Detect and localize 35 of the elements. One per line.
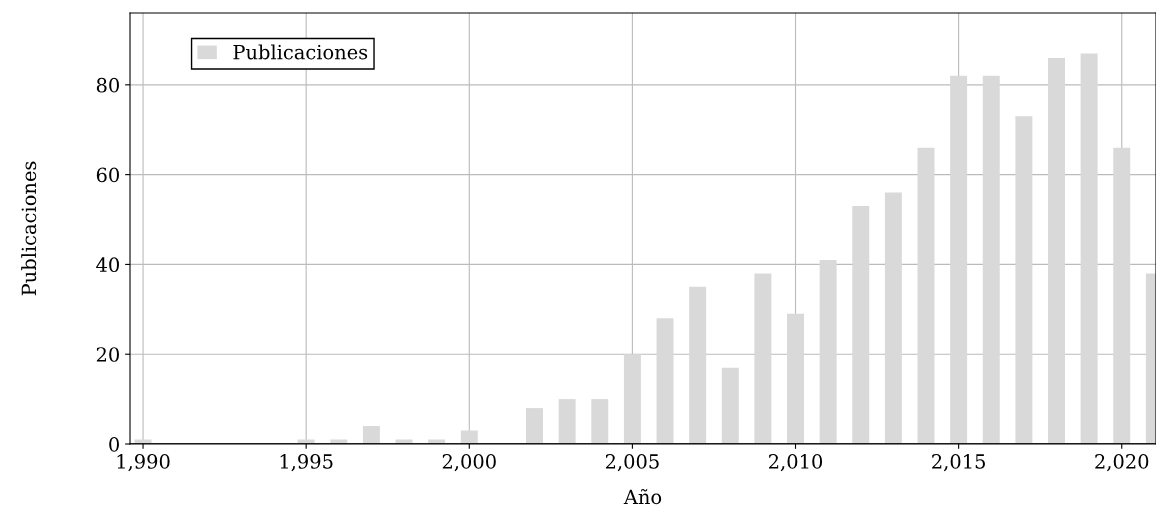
bar: [362, 426, 380, 444]
bar: [689, 286, 707, 444]
x-tick-label: 1,990: [117, 454, 170, 472]
bar: [1113, 147, 1131, 444]
bar: [721, 367, 739, 444]
bar: [787, 313, 804, 444]
bar: [852, 206, 870, 444]
x-axis-title: Año: [623, 488, 662, 505]
bar: [819, 259, 837, 444]
bar: [1080, 53, 1098, 444]
x-tick-label: 2,005: [605, 454, 659, 472]
bar: [591, 399, 609, 444]
y-tick-label: 60: [96, 167, 119, 183]
bar: [982, 75, 1000, 444]
y-tick-label: 0: [109, 436, 119, 452]
bar: [1048, 57, 1065, 444]
x-tick-label: 1,995: [280, 454, 333, 472]
y-axis-title: Publicaciones: [21, 161, 37, 296]
bar: [623, 354, 641, 444]
x-tick-label: 2,000: [442, 454, 496, 472]
y-tick-label: 80: [96, 77, 119, 93]
bar: [754, 273, 772, 444]
x-tick-label: 2,015: [932, 454, 985, 472]
y-tick-label: 40: [96, 257, 119, 273]
bar: [1015, 116, 1033, 444]
y-tick-label: 20: [96, 347, 119, 362]
bar: [950, 75, 968, 444]
bar: [558, 399, 576, 444]
bar: [884, 192, 902, 444]
legend-label: Publicaciones: [233, 44, 368, 60]
x-tick-label: 2,010: [769, 454, 823, 472]
x-tick-label: 2,020: [1095, 454, 1149, 472]
bar: [526, 408, 544, 444]
bar: [656, 318, 674, 444]
bar: [917, 147, 935, 444]
